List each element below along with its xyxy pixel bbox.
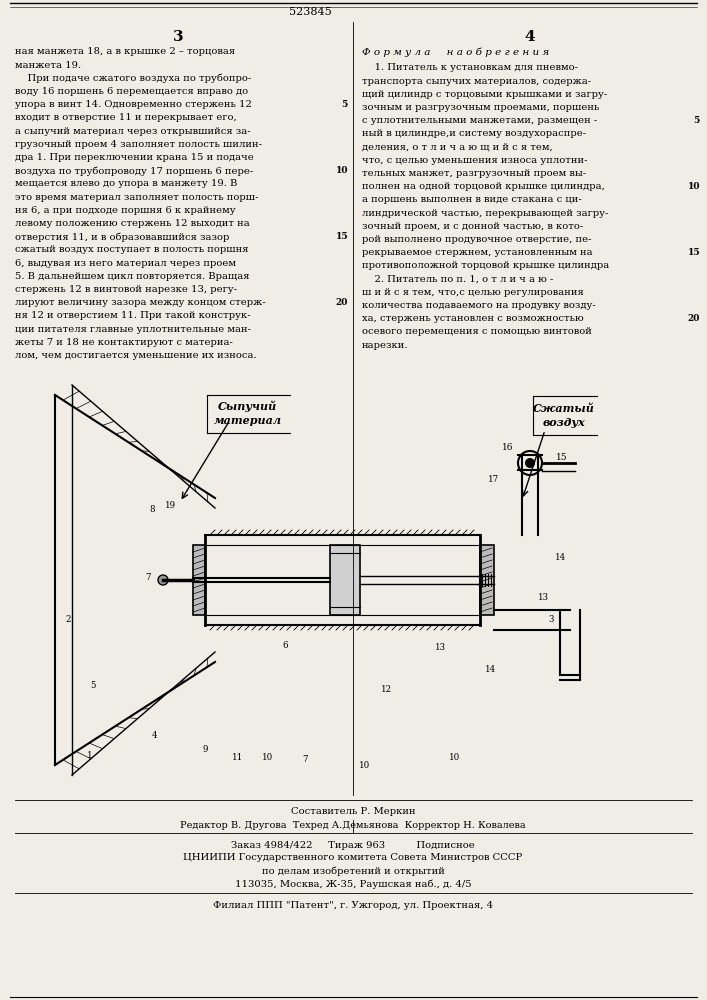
Text: ня 6, а при подходе поршня 6 к крайнему: ня 6, а при подходе поршня 6 к крайнему	[15, 206, 235, 215]
Text: 14: 14	[484, 666, 496, 674]
Text: При подаче сжатого воздуха по трубопро-: При подаче сжатого воздуха по трубопро-	[15, 74, 251, 83]
Text: сжатый воздух поступает в полость поршня: сжатый воздух поступает в полость поршня	[15, 245, 248, 254]
Text: Составитель Р. Меркин: Составитель Р. Меркин	[291, 808, 415, 816]
Text: мещается влево до упора в манжету 19. В: мещается влево до упора в манжету 19. В	[15, 180, 238, 188]
Text: 10: 10	[687, 182, 700, 191]
Circle shape	[525, 458, 535, 468]
Text: рекрываемое стержнем, установленным на: рекрываемое стержнем, установленным на	[362, 248, 592, 257]
Text: что, с целью уменьшения износа уплотни-: что, с целью уменьшения износа уплотни-	[362, 156, 588, 165]
Text: 13: 13	[537, 593, 549, 602]
Text: это время материал заполняет полость порш-: это время материал заполняет полость пор…	[15, 193, 259, 202]
Text: левому положению стержень 12 выходит на: левому положению стержень 12 выходит на	[15, 219, 250, 228]
Text: 20: 20	[336, 298, 348, 307]
Text: 10: 10	[262, 752, 274, 762]
Text: Ф о р м у л а     н а о б р е г е н и я: Ф о р м у л а н а о б р е г е н и я	[362, 47, 549, 57]
Text: количества подаваемого на продувку возду-: количества подаваемого на продувку возду…	[362, 301, 596, 310]
Text: нарезки.: нарезки.	[362, 341, 409, 350]
Text: 10: 10	[450, 752, 461, 762]
Text: 17: 17	[487, 476, 498, 485]
Text: транспорта сыпучих материалов, содержа-: транспорта сыпучих материалов, содержа-	[362, 77, 591, 86]
Text: входит в отверстие 11 и перекрывает его,: входит в отверстие 11 и перекрывает его,	[15, 113, 237, 122]
Text: 6, выдувая из него материал через проем: 6, выдувая из него материал через проем	[15, 259, 236, 268]
Text: ЦНИИПИ Государственного комитета Совета Министров СССР: ЦНИИПИ Государственного комитета Совета …	[183, 854, 522, 862]
Text: осевого перемещения с помощью винтовой: осевого перемещения с помощью винтовой	[362, 328, 592, 336]
Text: 12: 12	[380, 686, 392, 694]
Text: 3: 3	[173, 30, 183, 44]
Bar	[480, 545, 494, 615]
Text: зочный проем, и с донной частью, в кото-: зочный проем, и с донной частью, в кото-	[362, 222, 583, 231]
Text: 113035, Москва, Ж-35, Раушская наб., д. 4/5: 113035, Москва, Ж-35, Раушская наб., д. …	[235, 879, 472, 889]
Text: а сыпучий материал через открывшийся за-: а сыпучий материал через открывшийся за-	[15, 127, 250, 136]
Text: 20: 20	[688, 314, 700, 323]
Text: лом, чем достигается уменьшение их износа.: лом, чем достигается уменьшение их износ…	[15, 351, 257, 360]
Text: 2: 2	[65, 615, 71, 624]
Text: 10: 10	[359, 760, 370, 770]
Text: лируют величину зазора между концом стерж-: лируют величину зазора между концом стер…	[15, 298, 266, 307]
Text: 5. В дальнейшем цикл повторяется. Вращая: 5. В дальнейшем цикл повторяется. Вращая	[15, 272, 250, 281]
Text: Сжатый: Сжатый	[533, 402, 595, 414]
Text: 15: 15	[556, 452, 568, 462]
Text: воздуха по трубопроводу 17 поршень 6 пере-: воздуха по трубопроводу 17 поршень 6 пер…	[15, 166, 253, 176]
Text: 15: 15	[335, 232, 348, 241]
Text: полнен на одной торцовой крышке цилиндра,: полнен на одной торцовой крышке цилиндра…	[362, 182, 605, 191]
Text: 6: 6	[282, 641, 288, 650]
Text: 2. Питатель по п. 1, о т л и ч а ю -: 2. Питатель по п. 1, о т л и ч а ю -	[362, 275, 554, 284]
Text: рой выполнено продувочное отверстие, пе-: рой выполнено продувочное отверстие, пе-	[362, 235, 592, 244]
Text: дра 1. При переключении крана 15 и подаче: дра 1. При переключении крана 15 и подач…	[15, 153, 254, 162]
Text: стержень 12 в винтовой нарезке 13, регу-: стержень 12 в винтовой нарезке 13, регу-	[15, 285, 237, 294]
Text: 4: 4	[152, 730, 158, 740]
Text: 16: 16	[502, 442, 514, 452]
Text: 5: 5	[90, 680, 95, 690]
Text: ня 12 и отверстием 11. При такой конструк-: ня 12 и отверстием 11. При такой констру…	[15, 312, 250, 320]
Text: деления, о т л и ч а ю щ и й с я тем,: деления, о т л и ч а ю щ и й с я тем,	[362, 143, 553, 152]
Text: 13: 13	[435, 644, 445, 652]
Text: Филиал ППП "Патент", г. Ужгород, ул. Проектная, 4: Филиал ППП "Патент", г. Ужгород, ул. Про…	[213, 902, 493, 910]
Text: 5: 5	[341, 100, 348, 109]
Text: зочным и разгрузочным проемами, поршень: зочным и разгрузочным проемами, поршень	[362, 103, 600, 112]
Text: 4: 4	[525, 30, 535, 44]
Text: 19: 19	[165, 500, 175, 510]
Text: воду 16 поршень 6 перемещается вправо до: воду 16 поршень 6 перемещается вправо до	[15, 87, 248, 96]
Text: 15: 15	[687, 248, 700, 257]
Text: отверстия 11, и в образовавшийся зазор: отверстия 11, и в образовавшийся зазор	[15, 232, 229, 242]
Bar	[330, 545, 360, 615]
Text: 1: 1	[87, 750, 93, 760]
Text: ха, стержень установлен с возможностью: ха, стержень установлен с возможностью	[362, 314, 584, 323]
Text: 9: 9	[202, 746, 208, 754]
Text: ная манжета 18, а в крышке 2 – торцовая: ная манжета 18, а в крышке 2 – торцовая	[15, 47, 235, 56]
Text: 1. Питатель к установкам для пневмо-: 1. Питатель к установкам для пневмо-	[362, 64, 578, 73]
Text: 8: 8	[149, 506, 155, 514]
Circle shape	[158, 575, 168, 585]
Text: 523845: 523845	[288, 7, 332, 17]
Text: противоположной торцовой крышке цилиндра: противоположной торцовой крышке цилиндра	[362, 261, 609, 270]
Text: ный в цилиндре,и систему воздухораспре-: ный в цилиндре,и систему воздухораспре-	[362, 129, 586, 138]
Text: 14: 14	[554, 554, 566, 562]
Text: 10: 10	[336, 166, 348, 175]
Text: грузочный проем 4 заполняет полость шилин-: грузочный проем 4 заполняет полость шили…	[15, 140, 262, 149]
Text: ции питателя главные уплотнительные ман-: ции питателя главные уплотнительные ман-	[15, 325, 251, 334]
Text: с уплотнительными манжетами, размещен -: с уплотнительными манжетами, размещен -	[362, 116, 597, 125]
Text: ш и й с я тем, что,с целью регулирования: ш и й с я тем, что,с целью регулирования	[362, 288, 584, 297]
Text: линдрической частью, перекрывающей загру-: линдрической частью, перекрывающей загру…	[362, 209, 609, 218]
Text: по делам изобретений и открытий: по делам изобретений и открытий	[262, 866, 445, 876]
Text: 3: 3	[549, 615, 554, 624]
Text: воздух: воздух	[543, 416, 585, 428]
Text: упора в винт 14. Одновременно стержень 12: упора в винт 14. Одновременно стержень 1…	[15, 100, 252, 109]
Text: щий цилиндр с торцовыми крышками и загру-: щий цилиндр с торцовыми крышками и загру…	[362, 90, 607, 99]
Bar	[193, 545, 205, 615]
Text: 7: 7	[145, 574, 151, 582]
Text: манжета 19.: манжета 19.	[15, 61, 81, 70]
Text: 7: 7	[303, 756, 308, 764]
Text: а поршень выполнен в виде стакана с ци-: а поршень выполнен в виде стакана с ци-	[362, 196, 582, 205]
Text: тельных манжет, разгрузочный проем вы-: тельных манжет, разгрузочный проем вы-	[362, 169, 586, 178]
Text: Сыпучий: Сыпучий	[218, 400, 278, 412]
Text: материал: материал	[214, 414, 282, 426]
Text: 11: 11	[233, 752, 244, 762]
Text: Заказ 4984/422     Тираж 963          Подписное: Заказ 4984/422 Тираж 963 Подписное	[231, 840, 475, 850]
Text: жеты 7 и 18 не контактируют с материа-: жеты 7 и 18 не контактируют с материа-	[15, 338, 233, 347]
Text: 5: 5	[694, 116, 700, 125]
Text: Редактор В. Другова  Техред А.Демьянова  Корректор Н. Ковалева: Редактор В. Другова Техред А.Демьянова К…	[180, 822, 526, 830]
